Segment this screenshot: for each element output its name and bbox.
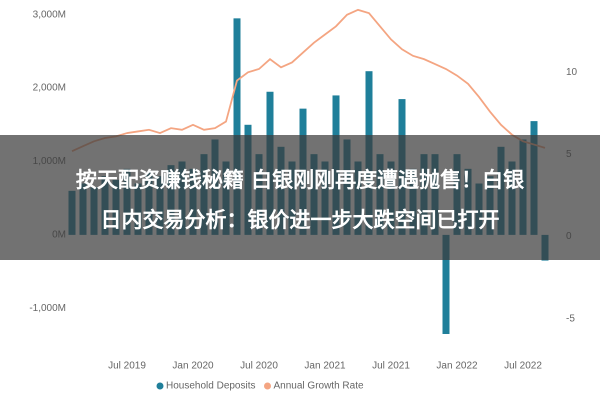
banner-background	[0, 135, 600, 260]
legend-marker	[264, 382, 271, 390]
line	[71, 8, 546, 152]
banner-text: 日内交易分析：银价进一步大跌空间已打开	[101, 208, 500, 232]
legend-marker	[156, 382, 164, 390]
x-tick-label: Jul 2019	[108, 361, 146, 372]
bar	[442, 234, 450, 334]
y-tick-label: 3,000M	[33, 9, 66, 20]
x-tick-label: Jan 2022	[436, 361, 478, 372]
x-tick-label: Jul 2022	[504, 361, 542, 372]
legend-label: Annual Growth Rate	[274, 381, 364, 392]
x-tick-label: Jul 2020	[240, 361, 278, 372]
x-tick-label: Jan 2021	[304, 361, 346, 372]
x-tick-label: Jul 2021	[372, 361, 410, 372]
x-tick-label: Jan 2020	[172, 361, 214, 372]
bar	[233, 18, 241, 235]
legend-label: Household Deposits	[166, 381, 256, 392]
y2-tick-label: 10	[566, 67, 578, 78]
y-tick-label: 2,000M	[33, 83, 66, 94]
y2-tick-label: -5	[566, 313, 575, 324]
y-tick-label: -1,000M	[29, 303, 66, 314]
banner-text: 按天配资赚钱秘籍 白银刚刚再度遭遇抛售！白银	[76, 168, 525, 192]
